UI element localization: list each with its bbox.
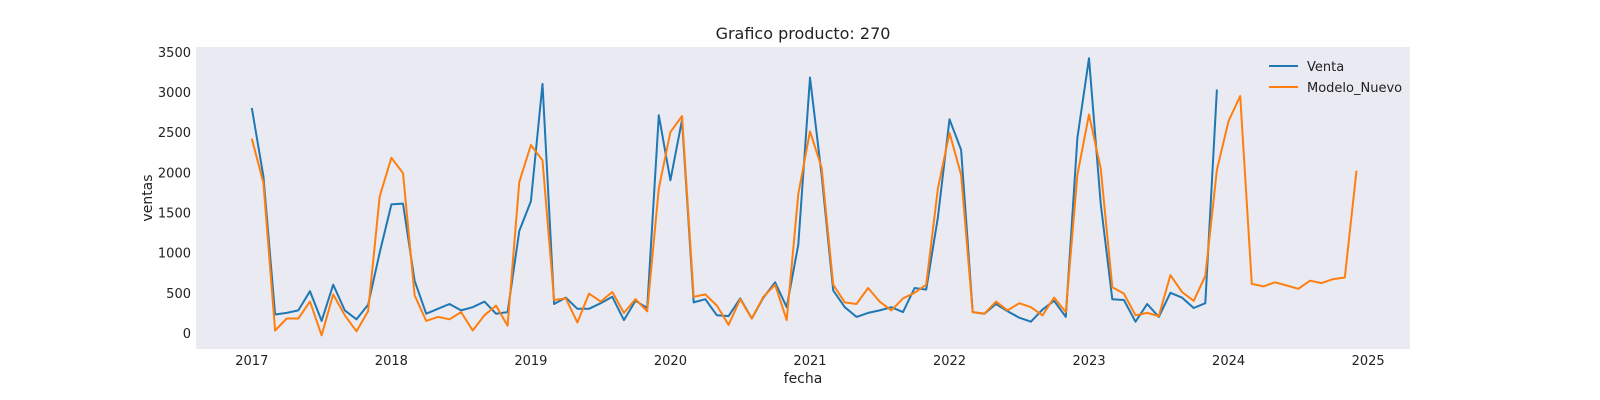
y-tick-label: 1500 [158, 206, 191, 221]
y-tick-label: 0 [183, 327, 191, 342]
y-tick-label: 1000 [158, 247, 191, 262]
y-tick-label: 2000 [158, 166, 191, 181]
legend: Venta Modelo_Nuevo [1269, 60, 1402, 96]
legend-label: Modelo_Nuevo [1307, 81, 1402, 96]
x-tick-label: 2021 [793, 354, 826, 369]
x-tick-labels: 2017 2018 2019 2020 2021 2022 2023 2024 2025 [235, 354, 1384, 369]
series-lines [250, 57, 1358, 337]
y-tick-label: 3000 [158, 86, 191, 101]
x-tick-label: 2018 [375, 354, 408, 369]
y-tick-labels: 0 500 1000 1500 2000 2500 3000 3500 [158, 46, 191, 342]
x-tick-label: 2020 [654, 354, 687, 369]
series-line-modelo-nuevo [250, 95, 1358, 337]
x-tick-label: 2022 [933, 354, 966, 369]
x-axis-label: fecha [784, 371, 823, 387]
chart-title: Grafico producto: 270 [716, 24, 891, 43]
y-tick-label: 3500 [158, 46, 191, 61]
y-tick-label: 2500 [158, 126, 191, 141]
x-tick-label: 2019 [514, 354, 547, 369]
plot-background [196, 47, 1410, 349]
legend-label: Venta [1307, 60, 1344, 75]
x-tick-label: 2023 [1073, 354, 1106, 369]
x-tick-label: 2025 [1352, 354, 1385, 369]
x-tick-label: 2017 [235, 354, 268, 369]
x-tick-label: 2024 [1212, 354, 1245, 369]
y-tick-label: 500 [166, 287, 191, 302]
y-axis-label: ventas [140, 174, 156, 221]
